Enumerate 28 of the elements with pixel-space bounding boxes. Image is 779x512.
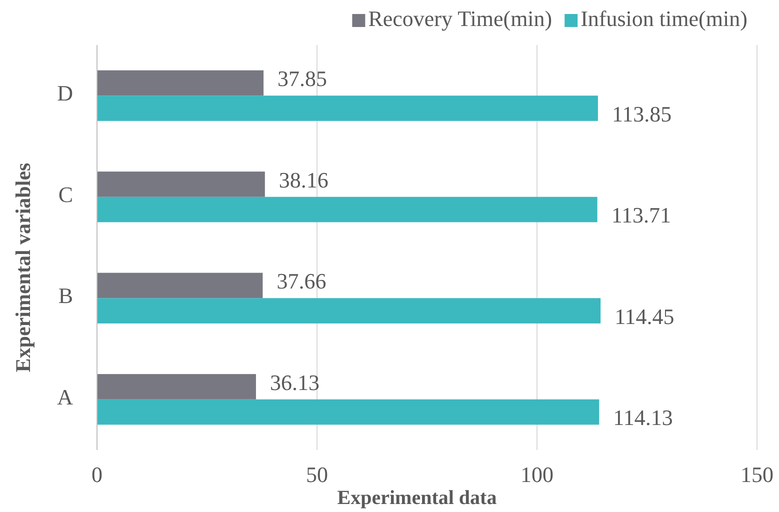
x-tick-label: 0 bbox=[92, 462, 102, 487]
x-tick-label: 100 bbox=[520, 462, 554, 487]
data-label: 114.45 bbox=[614, 304, 674, 329]
data-label: 37.85 bbox=[278, 66, 328, 92]
data-label: 113.71 bbox=[611, 202, 672, 228]
bar bbox=[97, 298, 601, 324]
bar bbox=[97, 70, 264, 96]
data-label: 113.85 bbox=[612, 101, 672, 126]
bar bbox=[97, 272, 263, 298]
y-tick-label: A bbox=[57, 384, 74, 410]
bar bbox=[97, 96, 598, 121]
legend-label: Recovery Time(min) bbox=[368, 6, 552, 32]
data-label: 114.13 bbox=[613, 405, 673, 430]
bar bbox=[97, 399, 600, 425]
data-label: 36.13 bbox=[270, 370, 320, 395]
x-tick-label: 150 bbox=[740, 462, 774, 487]
y-tick-label: D bbox=[57, 80, 73, 106]
y-tick-label: C bbox=[58, 182, 73, 207]
bar bbox=[97, 172, 265, 197]
bar bbox=[97, 374, 256, 400]
y-axis-title: Experimental variables bbox=[11, 162, 35, 372]
data-label: 37.66 bbox=[276, 268, 326, 294]
x-axis-title: Experimental data bbox=[337, 487, 497, 509]
bar bbox=[97, 196, 598, 222]
x-tick-label: 50 bbox=[306, 462, 328, 487]
y-tick-label: B bbox=[58, 283, 73, 308]
legend-label: Infusion time(min) bbox=[580, 6, 748, 32]
data-label: 38.16 bbox=[278, 167, 328, 192]
